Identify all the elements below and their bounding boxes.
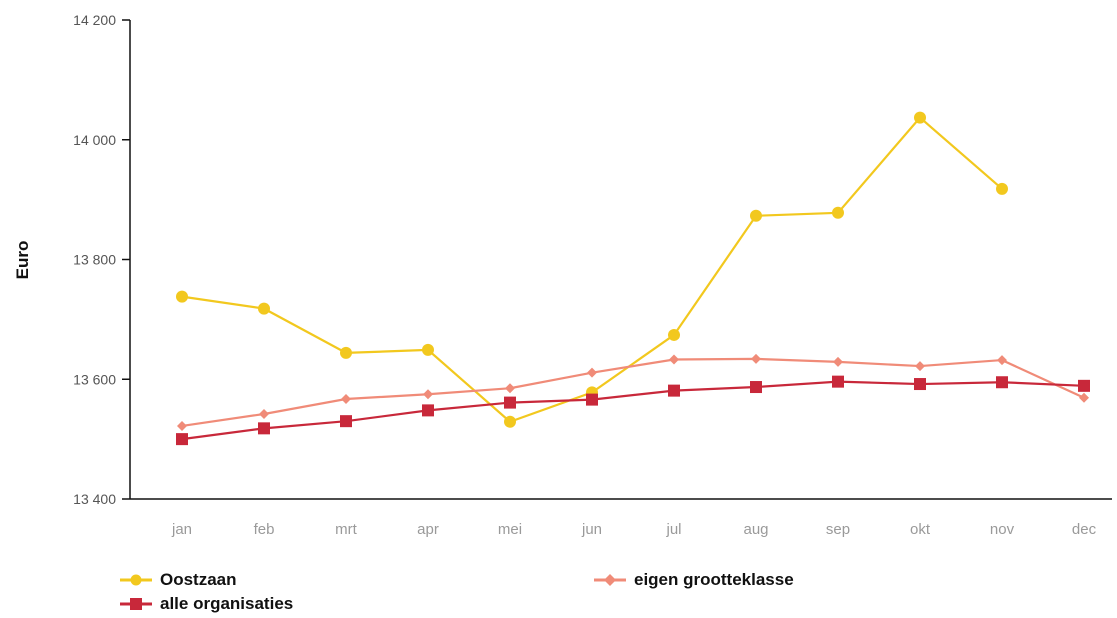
x-tick-label: jun	[581, 521, 602, 538]
x-tick-label: jul	[665, 521, 681, 538]
data-point	[915, 361, 925, 372]
data-point	[996, 182, 1008, 195]
y-tick-label: 13 600	[73, 371, 116, 387]
series-line	[181, 380, 1085, 441]
y-axis-label: Euro	[13, 241, 32, 280]
data-point	[832, 375, 844, 388]
legend-eigen-grootteklasse-marker-icon	[594, 574, 626, 586]
legend-oostzaan-marker-icon	[120, 574, 152, 586]
data-point	[668, 384, 680, 397]
legend-item-oostzaan: Oostzaan	[118, 570, 237, 590]
data-point	[505, 383, 515, 394]
x-tick-label: sep	[826, 521, 850, 538]
data-point	[997, 355, 1007, 366]
data-point	[587, 367, 597, 378]
data-point	[340, 415, 352, 428]
data-point	[914, 378, 926, 391]
data-point	[669, 354, 679, 365]
data-point	[586, 393, 598, 406]
x-tick-labels: jan feb mrt apr mei jun jul aug sep okt nov dec	[171, 521, 1097, 538]
x-tick-label: mei	[498, 521, 522, 538]
data-point	[259, 408, 269, 419]
data-point	[176, 290, 188, 303]
series-alle-organisaties	[176, 375, 1090, 446]
legend-item-alle-organisaties: alle organisaties	[118, 594, 293, 614]
legend-alle-organisaties-marker-icon	[120, 598, 152, 610]
y-tick-label: 13 400	[73, 491, 116, 507]
data-point	[340, 346, 352, 359]
data-point	[258, 302, 270, 315]
data-point	[751, 353, 761, 364]
data-point	[1078, 379, 1090, 392]
data-point	[177, 420, 187, 431]
legend-label-eigen-grootteklasse: eigen grootteklasse	[634, 570, 794, 589]
y-tick-label: 13 800	[73, 252, 116, 268]
data-point	[750, 381, 762, 394]
y-tick-label: 14 200	[73, 12, 116, 28]
data-point	[668, 328, 680, 341]
data-point	[833, 356, 843, 367]
y-tick-labels: 13 400 13 600 13 800 14 000 14 200	[73, 12, 130, 507]
x-tick-label: apr	[417, 521, 439, 538]
legend-item-eigen-grootteklasse: eigen grootteklasse	[592, 570, 794, 590]
chart-series	[176, 111, 1090, 446]
series-eigen-grootteklasse	[177, 353, 1089, 431]
data-point	[832, 206, 844, 219]
series-line	[181, 357, 1085, 428]
data-point	[341, 394, 351, 405]
x-tick-label: feb	[254, 521, 275, 538]
data-point	[914, 111, 926, 124]
data-point	[176, 433, 188, 446]
x-tick-label: jan	[171, 521, 192, 538]
data-point	[504, 415, 516, 428]
data-point	[258, 422, 270, 435]
x-tick-label: nov	[990, 521, 1015, 538]
data-point	[422, 404, 434, 417]
y-tick-label: 14 000	[73, 132, 116, 148]
data-point	[423, 389, 433, 400]
data-point	[750, 209, 762, 222]
data-point	[1079, 392, 1089, 403]
series-oostzaan	[176, 111, 1008, 428]
x-tick-label: aug	[743, 521, 768, 538]
data-point	[422, 343, 434, 356]
x-tick-label: dec	[1072, 521, 1097, 538]
legend-label-oostzaan: Oostzaan	[160, 570, 237, 589]
legend-label-alle-organisaties: alle organisaties	[160, 594, 294, 613]
x-tick-label: mrt	[335, 521, 357, 538]
data-point	[996, 376, 1008, 389]
data-point	[504, 396, 516, 409]
x-tick-label: okt	[910, 521, 931, 538]
